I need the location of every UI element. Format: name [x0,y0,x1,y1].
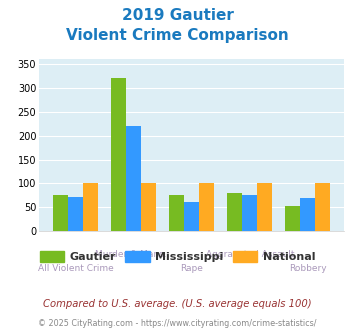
Bar [126,126,141,231]
Bar [285,206,300,231]
Text: 2019 Gautier: 2019 Gautier [121,8,234,23]
Text: Robbery: Robbery [289,264,327,273]
Bar [315,183,331,231]
Text: All Violent Crime: All Violent Crime [38,264,114,273]
Bar [227,193,242,231]
Text: © 2025 CityRating.com - https://www.cityrating.com/crime-statistics/: © 2025 CityRating.com - https://www.city… [38,319,317,328]
Bar [242,195,257,231]
Text: Violent Crime Comparison: Violent Crime Comparison [66,28,289,43]
Bar [53,195,68,231]
Bar [184,202,199,231]
Legend: Gautier, Mississippi, National: Gautier, Mississippi, National [36,247,320,267]
Bar [68,197,83,231]
Text: Murder & Mans...: Murder & Mans... [95,250,172,259]
Bar [141,183,156,231]
Text: Compared to U.S. average. (U.S. average equals 100): Compared to U.S. average. (U.S. average … [43,299,312,309]
Bar [111,78,126,231]
Bar [199,183,214,231]
Bar [257,183,272,231]
Text: Aggravated Assault: Aggravated Assault [206,250,294,259]
Text: Rape: Rape [180,264,203,273]
Bar [83,183,98,231]
Bar [169,195,184,231]
Bar [300,198,315,231]
